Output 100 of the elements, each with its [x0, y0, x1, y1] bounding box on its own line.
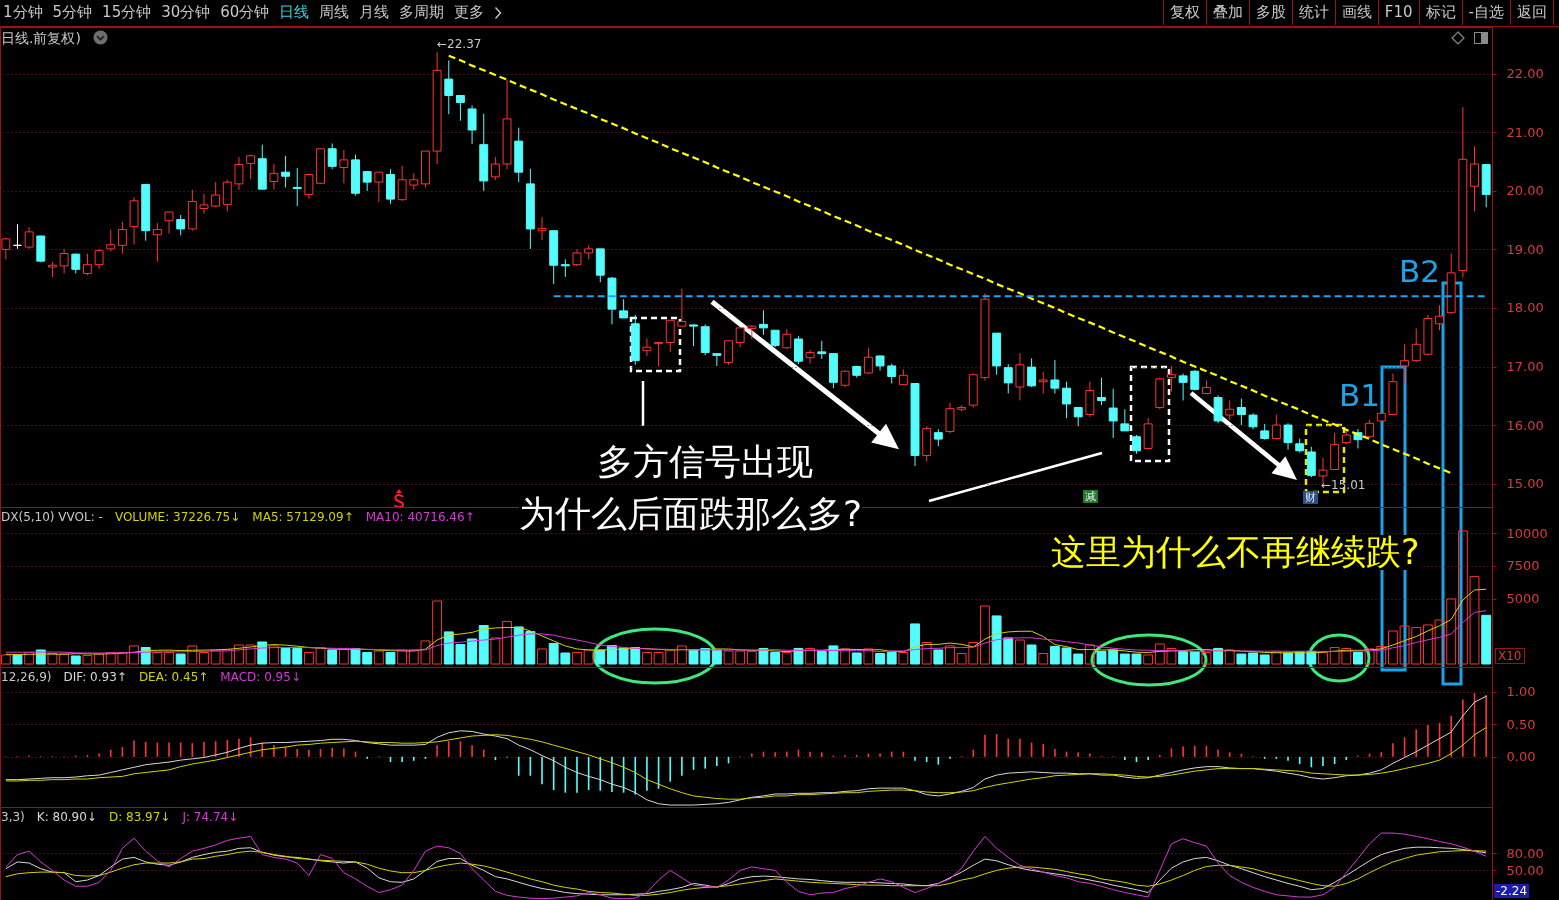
candlestick — [1435, 304, 1445, 331]
annotation: ←15.01 — [1321, 478, 1366, 492]
candlestick — [654, 342, 664, 368]
candlestick — [1470, 145, 1479, 212]
candlestick — [1003, 363, 1013, 394]
candlestick — [455, 94, 465, 122]
bar — [1084, 644, 1095, 665]
bar — [187, 645, 198, 665]
bar — [1271, 651, 1282, 665]
candlestick — [397, 165, 407, 202]
category-label: 统计 — [1291, 0, 1335, 25]
candlestick — [735, 327, 745, 348]
bar — [781, 651, 792, 665]
y-tick-label: 10000 — [1506, 525, 1548, 541]
category-label: 周线 — [319, 3, 350, 22]
annotation: 多方信号出现 — [597, 441, 813, 482]
candlestick — [1015, 352, 1025, 401]
candlestick — [1306, 446, 1316, 478]
bar — [129, 645, 139, 665]
annotation: B2 — [1399, 253, 1440, 289]
y-tick-label: 19.00 — [1506, 241, 1544, 257]
candlestick — [444, 59, 454, 115]
chart-title: 日线.前复权) — [1, 29, 81, 46]
candlestick — [176, 214, 186, 236]
bar — [1189, 650, 1200, 665]
candlestick — [1213, 394, 1223, 424]
candlestick — [222, 179, 232, 212]
bar — [572, 651, 582, 665]
bar — [373, 650, 384, 665]
candlestick — [339, 149, 349, 184]
candlestick — [1132, 434, 1141, 455]
bar — [164, 651, 174, 665]
text: D: 83.97↓ — [108, 810, 171, 824]
bar — [945, 645, 955, 665]
annotation: 减 — [1083, 490, 1098, 503]
bar — [175, 653, 186, 665]
bar — [478, 624, 489, 665]
y-tick-label: 7500 — [1506, 558, 1540, 574]
bar — [1283, 652, 1293, 665]
candlestick — [1062, 381, 1072, 419]
bar — [327, 649, 338, 665]
candlestick — [269, 163, 279, 191]
candlestick — [619, 298, 629, 319]
bar — [1026, 644, 1037, 665]
category-label: 多周期 — [399, 3, 445, 22]
text: DIF: 0.93↑ — [63, 670, 127, 684]
category-label: 60分钟 — [220, 3, 270, 22]
y-tick-label: 50.00 — [1506, 862, 1544, 878]
candlestick — [1225, 399, 1235, 421]
bar — [1038, 653, 1049, 665]
candlestick — [1365, 419, 1375, 439]
category-label: 多股 — [1248, 0, 1292, 25]
bar — [851, 652, 862, 665]
annotation: 财 — [1303, 491, 1318, 504]
y-tick-label: 16.00 — [1506, 417, 1544, 433]
text: K: 80.90↓ — [36, 810, 97, 824]
candlestick — [82, 253, 92, 276]
candlestick — [490, 156, 500, 181]
chart-title: DX(5,10) VVOL: - — [1, 510, 103, 524]
candlestick — [1236, 398, 1246, 426]
bar — [921, 642, 932, 665]
candlestick — [1190, 369, 1200, 392]
y-tick-label: 17.00 — [1506, 359, 1544, 375]
candlestick — [887, 363, 897, 384]
candlestick — [246, 154, 256, 180]
candlestick — [1271, 414, 1281, 441]
candlestick — [793, 335, 803, 365]
bar — [980, 605, 990, 665]
y-tick-label: 22.00 — [1506, 66, 1544, 82]
candlestick — [537, 216, 547, 241]
line-series — [5, 727, 1487, 800]
category-label: 30分钟 — [161, 3, 211, 22]
text: -2.24 — [1494, 884, 1530, 898]
category-label: -自选 — [1461, 0, 1510, 25]
chart-title: 3,3) — [1, 810, 25, 824]
annotation: VOLUME: 37226.75↓ — [114, 510, 241, 524]
bar — [676, 645, 687, 665]
chart-title: 12,26,9) — [1, 670, 52, 684]
category-label: 日线 — [279, 3, 310, 22]
category-label: F10 — [1377, 0, 1419, 25]
bar — [898, 651, 909, 665]
candlestick — [152, 222, 162, 263]
bar — [1178, 650, 1189, 665]
candlestick — [164, 211, 174, 235]
candlestick — [211, 181, 221, 208]
candlestick — [374, 171, 384, 203]
bar — [1353, 651, 1363, 665]
candlestick — [1097, 377, 1106, 406]
bar — [746, 650, 757, 665]
y-axis-title: X10 — [1495, 648, 1525, 664]
candlestick — [1038, 371, 1048, 394]
category-label: 更多 — [454, 3, 485, 22]
bar — [199, 651, 209, 665]
candlestick — [281, 155, 291, 188]
category-label: 月线 — [359, 3, 390, 22]
annotation: MACD: 0.95↓ — [220, 670, 301, 684]
candlestick — [712, 353, 722, 367]
candlestick — [292, 167, 302, 207]
category-label: 5分钟 — [52, 3, 93, 22]
series-label: J: 74.74↓ — [182, 810, 239, 824]
